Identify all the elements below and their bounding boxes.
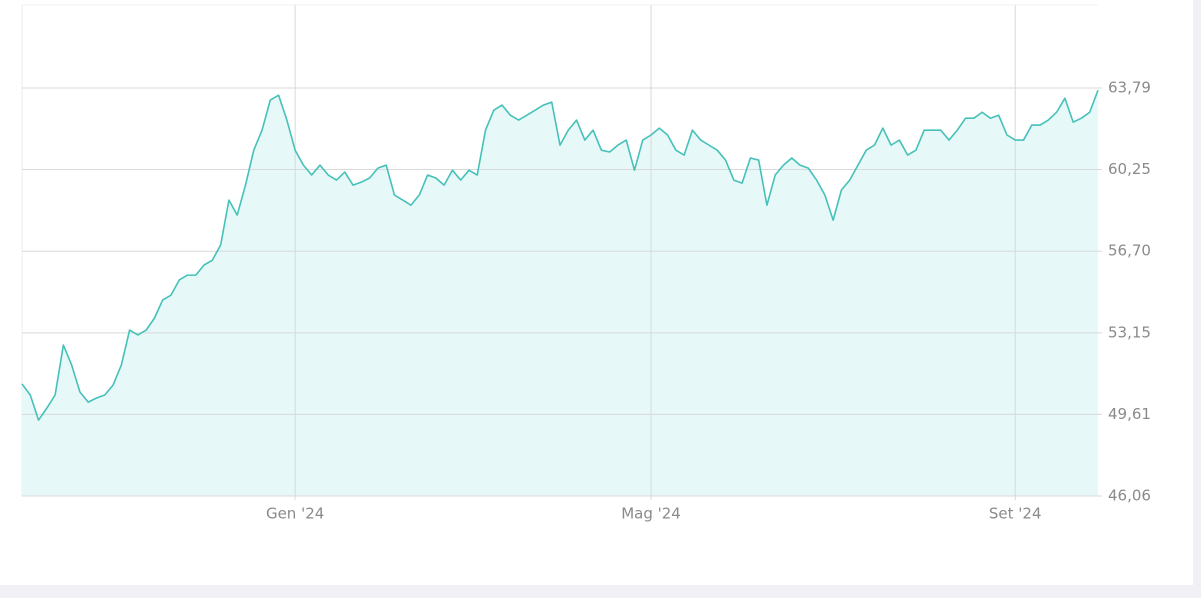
y-tick-label: 46,06: [1108, 487, 1151, 505]
y-tick-label: 49,61: [1108, 405, 1151, 423]
area: [22, 90, 1098, 496]
x-tick-label: Set '24: [989, 505, 1042, 523]
line: [21, 89, 1099, 421]
y-tick-label: 53,15: [1108, 323, 1151, 341]
y-tick-label: 60,25: [1108, 160, 1151, 178]
y-tick-label: 56,70: [1108, 242, 1151, 260]
x-tick-label: Mag '24: [621, 505, 681, 523]
x-tick-label: Gen '24: [266, 505, 324, 523]
y-tick-label: 63,79: [1108, 79, 1151, 97]
